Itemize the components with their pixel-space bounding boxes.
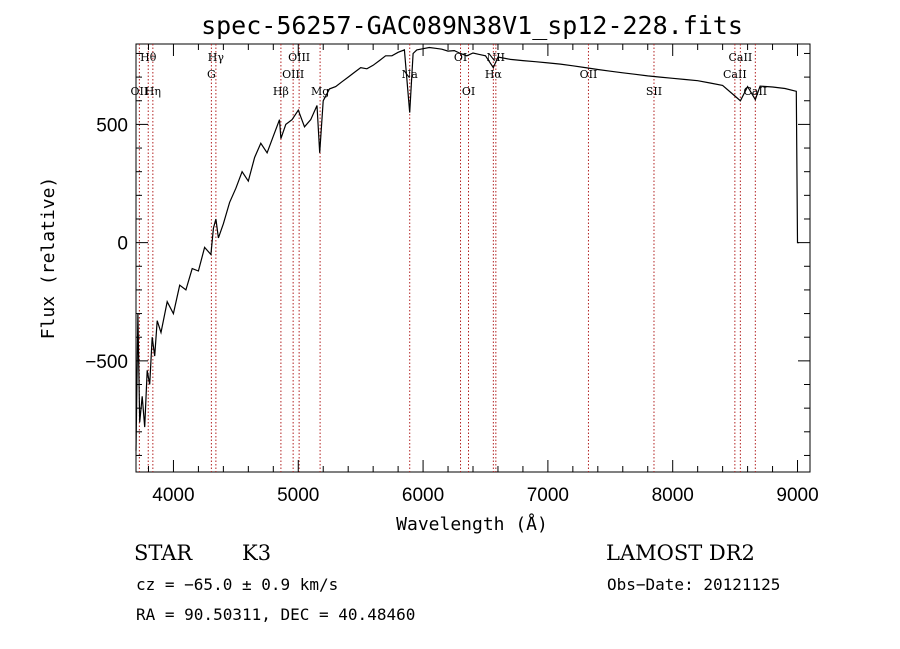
spectral-line-label: OI — [462, 85, 475, 98]
spectral-line-label: OII — [131, 85, 149, 98]
spectral-line-label: SII — [646, 85, 662, 98]
chart-title: spec-56257-GAC089N38V1_sp12-228.fits — [201, 11, 743, 40]
spectral-line-markers — [138, 44, 756, 472]
object-subclass: K3 — [242, 541, 271, 565]
y-tick-label: 0 — [117, 234, 128, 255]
redshift-velocity: cz = −65.0 ± 0.9 km/s — [136, 575, 338, 594]
spectral-line-label: OII — [580, 68, 598, 81]
spectral-line-label: Hη — [145, 85, 161, 98]
x-axis: 4000 5000 6000 7000 8000 9000 — [147, 44, 819, 506]
spectral-line-label: OIII — [282, 68, 304, 81]
spectral-line-label: CaII — [743, 85, 767, 98]
spectral-line-label: NII — [487, 51, 505, 64]
x-tick-label: 6000 — [402, 485, 444, 506]
spectral-line-label: CaII — [723, 68, 747, 81]
x-axis-label: Wavelength (Å) — [396, 513, 548, 535]
x-tick-label: 5000 — [277, 485, 319, 506]
survey-name: LAMOST DR2 — [606, 541, 755, 565]
plot-frame — [135, 43, 811, 473]
sky-coordinates: RA = 90.50311, DEC = 40.48460 — [136, 605, 415, 624]
spectral-line-label: Mg — [311, 85, 329, 98]
y-tick-label: 500 — [96, 115, 128, 136]
object-class: STAR — [134, 541, 193, 565]
spectral-line-label: Hγ — [208, 51, 225, 64]
spectral-line-label: G — [207, 68, 216, 81]
spectral-line-label: Hθ — [140, 51, 157, 64]
spectrum-line — [135, 46, 799, 451]
y-axis-label: Flux (relative) — [38, 177, 59, 340]
y-axis: −500 0 500 — [85, 52, 810, 456]
spectral-line-label: Na — [402, 68, 419, 81]
x-tick-label: 9000 — [776, 485, 818, 506]
spectral-line-label: OIII — [288, 51, 310, 64]
y-tick-label: −500 — [85, 352, 128, 373]
x-tick-label: 8000 — [652, 485, 694, 506]
x-tick-label: 7000 — [527, 485, 569, 506]
observation-date: Obs−Date: 20121125 — [607, 575, 780, 594]
x-tick-label: 4000 — [152, 485, 194, 506]
spectral-line-label: Hβ — [273, 85, 289, 98]
spectral-line-label: Hα — [485, 68, 503, 81]
spectral-line-label: CaII — [729, 51, 753, 64]
spectrum-info: STAR K3 LAMOST DR2 cz = −65.0 ± 0.9 km/s… — [134, 541, 780, 624]
